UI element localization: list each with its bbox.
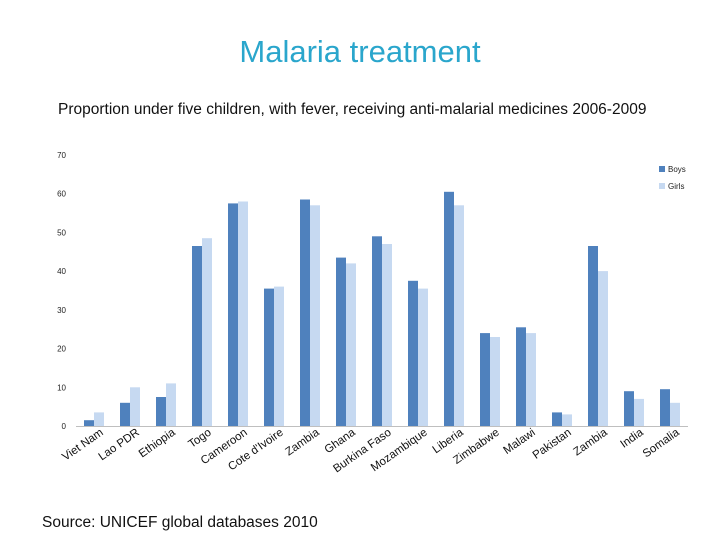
bar-girls [670, 402, 680, 426]
bar-boys [336, 257, 346, 426]
bar-girls [634, 398, 644, 426]
bar-girls [418, 288, 428, 426]
bar-boys [156, 397, 166, 426]
bar-boys [444, 191, 454, 426]
x-category-label: Zambia [283, 426, 322, 458]
bar-girls [238, 201, 248, 426]
bar-boys [372, 236, 382, 426]
y-tick-label: 60 [57, 190, 66, 199]
bar-boys [480, 333, 490, 426]
legend-swatch-boys [659, 166, 665, 172]
x-category-label: India [618, 426, 646, 450]
legend-label-girls: Girls [668, 182, 684, 191]
bar-boys [624, 391, 634, 426]
bar-boys [264, 288, 274, 426]
bar-girls [274, 286, 284, 426]
bar-girls [310, 205, 320, 426]
bar-girls [490, 337, 500, 426]
bar-girls [94, 412, 104, 426]
chart-subtitle: Proportion under five children, with fev… [58, 101, 647, 118]
y-tick-label: 0 [62, 422, 67, 431]
y-tick-label: 20 [57, 345, 66, 354]
slide-title: Malaria treatment [239, 34, 481, 69]
x-category-label: Somalia [641, 426, 682, 460]
y-tick-label: 50 [57, 228, 66, 237]
legend-swatch-girls [659, 183, 665, 189]
x-category-label: Pakistan [531, 427, 574, 462]
bar-boys [408, 280, 418, 426]
y-tick-label: 10 [57, 383, 66, 392]
bar-boys [120, 402, 130, 426]
y-tick-label: 70 [57, 151, 66, 160]
x-category-label: Lao PDR [97, 427, 142, 464]
bar-girls [346, 263, 356, 426]
bar-girls [526, 333, 536, 426]
x-category-label: Zambia [571, 426, 610, 458]
bar-girls [130, 387, 140, 426]
x-category-label: Ethiopia [137, 426, 178, 460]
bar-boys [192, 246, 202, 426]
bar-boys [84, 420, 94, 426]
source-note: Source: UNICEF global databases 2010 [42, 514, 318, 531]
bar-boys [228, 203, 238, 426]
y-tick-label: 30 [57, 306, 66, 315]
bar-boys [300, 199, 310, 426]
bar-boys [588, 246, 598, 426]
bar-girls [166, 383, 176, 426]
bar-girls [202, 238, 212, 426]
bar-girls [562, 414, 572, 426]
bar-boys [552, 412, 562, 426]
legend-label-boys: Boys [668, 165, 686, 174]
bar-girls [598, 271, 608, 426]
bar-girls [382, 244, 392, 426]
x-category-label: Togo [186, 427, 213, 451]
bar-boys [516, 327, 526, 426]
bar-boys [660, 389, 670, 426]
y-tick-label: 40 [57, 267, 66, 276]
bar-girls [454, 205, 464, 426]
